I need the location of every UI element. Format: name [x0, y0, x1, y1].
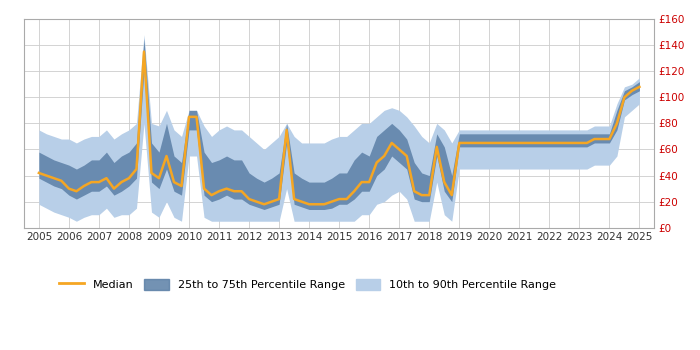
Legend: Median, 25th to 75th Percentile Range, 10th to 90th Percentile Range: Median, 25th to 75th Percentile Range, 1… [55, 274, 561, 295]
